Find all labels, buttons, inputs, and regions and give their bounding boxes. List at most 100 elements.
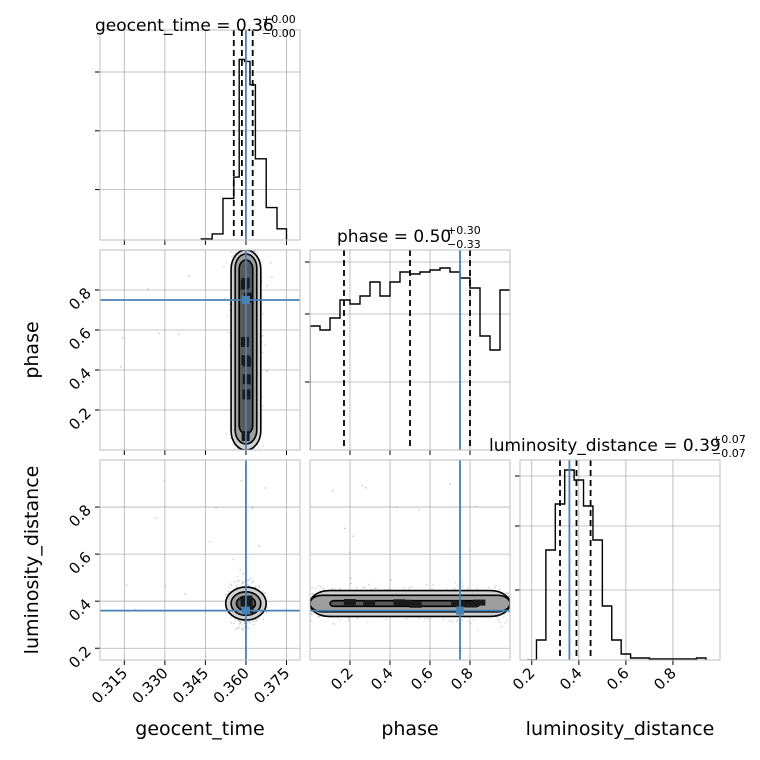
- scatter-outlier: [125, 584, 128, 587]
- y-tick-label: 0.4: [65, 595, 95, 625]
- x-tick-label: 0.6: [407, 664, 437, 694]
- scatter-point: [233, 581, 236, 583]
- scatter-point: [236, 580, 239, 583]
- scatter-point: [455, 620, 458, 622]
- scatter-outlier: [251, 507, 254, 510]
- scatter-outlier: [418, 508, 420, 511]
- scatter-outlier: [146, 288, 149, 290]
- scatter-point: [241, 624, 243, 626]
- scatter-point: [423, 618, 426, 620]
- scatter-point: [258, 586, 261, 589]
- scatter-point: [506, 619, 509, 621]
- x-tick-label: 0.330: [129, 664, 172, 707]
- scatter-point: [362, 586, 365, 589]
- scatter-outlier: [208, 540, 211, 543]
- truth-marker: [456, 606, 464, 615]
- scatter-point: [432, 584, 434, 586]
- scatter-point: [322, 587, 324, 590]
- panel-hist-luminosity-distance: [515, 459, 721, 665]
- scatter-point: [248, 621, 251, 623]
- title-distance-minus: −0.07: [712, 447, 746, 460]
- scatter-point: [225, 433, 228, 435]
- scatter-point: [452, 588, 455, 590]
- scatter-point: [347, 619, 349, 622]
- scatter-point: [500, 625, 503, 628]
- scatter-point: [235, 586, 238, 588]
- title-geocent-time-minus: −0.00: [262, 27, 296, 40]
- panel-border: [519, 459, 721, 661]
- scatter-point: [250, 581, 253, 584]
- scatter-point: [406, 617, 408, 620]
- scatter-point: [310, 619, 312, 622]
- density-core-cell: [464, 601, 477, 608]
- scatter-point: [256, 618, 258, 620]
- scatter-point: [238, 620, 240, 622]
- scatter-outlier: [215, 506, 218, 509]
- scatter-point: [248, 620, 250, 623]
- x-tick-label: 0.8: [650, 664, 680, 694]
- scatter-point: [243, 620, 245, 623]
- scatter-point: [242, 581, 244, 584]
- scatter-point: [239, 622, 242, 624]
- title-distance-main: luminosity_distance = 0.39: [489, 436, 721, 456]
- scatter-outlier: [264, 487, 267, 489]
- scatter-outlier: [348, 551, 351, 554]
- scatter-outlier: [155, 517, 158, 520]
- scatter-point: [242, 629, 244, 631]
- scatter-point: [258, 584, 260, 587]
- x-tick-label: 0.4: [367, 664, 397, 694]
- density-core-cell: [393, 599, 406, 606]
- histogram-step: [527, 469, 707, 660]
- panel-border: [99, 459, 301, 661]
- density-core-cell: [240, 336, 249, 347]
- scatter-point: [230, 251, 232, 254]
- scatter-point: [374, 587, 376, 590]
- scatter-point: [466, 587, 469, 590]
- scatter-point: [228, 586, 231, 589]
- scatter-point: [505, 592, 507, 595]
- scatter-outlier: [271, 276, 273, 279]
- scatter-point: [252, 620, 255, 623]
- density-core-cell: [473, 599, 486, 606]
- panel-border: [309, 459, 511, 661]
- density-core-cell: [343, 599, 356, 606]
- scatter-point: [226, 315, 229, 318]
- scatter-outlier: [188, 275, 191, 278]
- scatter-point: [262, 313, 265, 315]
- y-tick-label: 0.8: [65, 284, 95, 314]
- panel-hist-geocent-time: [95, 29, 301, 245]
- x-axis-label-geocent-time: geocent_time: [135, 718, 264, 740]
- scatter-point: [269, 262, 272, 264]
- scatter-point: [264, 344, 267, 346]
- scatter-outlier: [469, 549, 472, 552]
- scatter-point: [332, 623, 334, 625]
- scatter-point: [356, 617, 359, 620]
- scatter-point: [233, 622, 235, 625]
- scatter-point: [252, 579, 255, 582]
- histogram-step: [200, 58, 288, 240]
- scatter-point: [454, 581, 457, 584]
- scatter-point: [247, 627, 249, 629]
- scatter-point: [457, 618, 459, 621]
- scatter-point: [257, 447, 260, 449]
- scatter-point: [232, 443, 234, 445]
- scatter-point: [429, 617, 432, 619]
- scatter-point: [461, 585, 464, 588]
- scatter-point: [266, 284, 269, 287]
- scatter-point: [226, 331, 229, 334]
- scatter-point: [312, 592, 315, 595]
- scatter-point: [431, 588, 433, 590]
- scatter-point: [241, 627, 243, 630]
- scatter-point: [499, 621, 501, 624]
- x-tick-label: 0.6: [603, 664, 633, 694]
- scatter-point: [242, 581, 244, 583]
- scatter-point: [473, 618, 476, 621]
- scatter-outlier: [163, 479, 166, 482]
- scatter-point: [507, 593, 510, 595]
- scatter-point: [256, 251, 259, 254]
- scatter-point: [235, 584, 237, 587]
- scatter-point: [223, 266, 225, 268]
- scatter-point: [257, 617, 260, 620]
- scatter-outlier: [178, 333, 181, 336]
